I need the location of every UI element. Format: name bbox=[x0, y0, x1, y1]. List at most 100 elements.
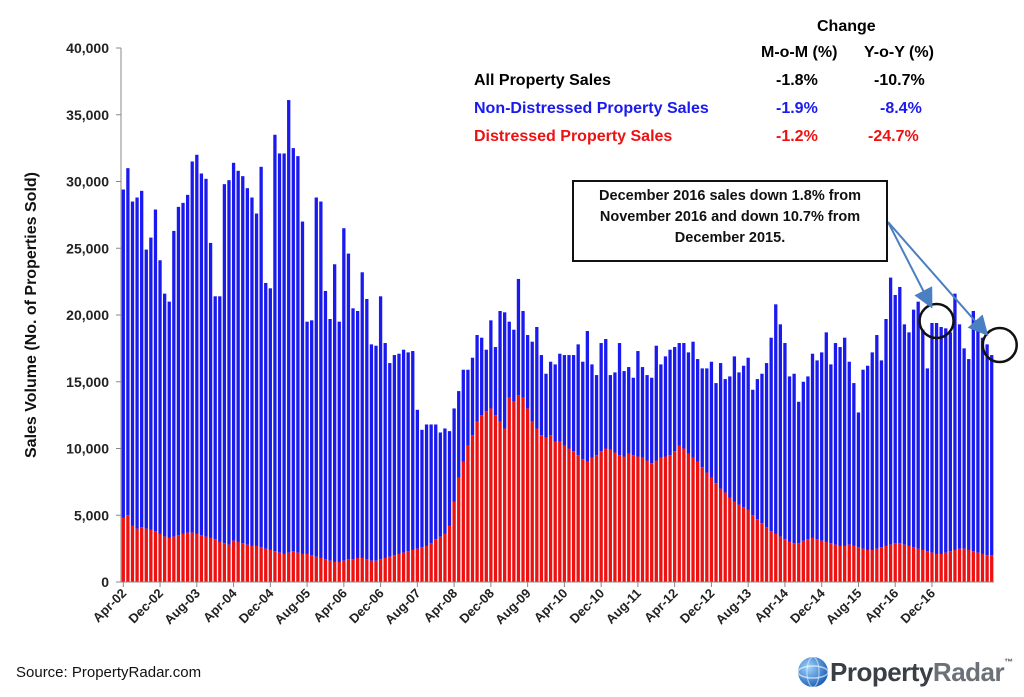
y-tick-label: 30,000 bbox=[66, 174, 109, 190]
bar-distressed bbox=[314, 556, 318, 582]
x-tick-label: Dec-06 bbox=[346, 586, 387, 627]
bar-non-distressed bbox=[576, 344, 580, 456]
bar-distressed bbox=[167, 537, 171, 582]
bar-non-distressed bbox=[594, 375, 599, 456]
bar-distressed bbox=[277, 552, 282, 582]
bar-non-distressed bbox=[677, 343, 681, 446]
bar-distressed bbox=[856, 547, 861, 582]
bar-non-distressed bbox=[581, 361, 585, 460]
bar-distressed bbox=[585, 461, 590, 582]
bar-distressed bbox=[774, 533, 778, 582]
bar-distressed bbox=[875, 548, 879, 582]
bar-distressed bbox=[493, 415, 498, 582]
bar-non-distressed bbox=[673, 347, 677, 452]
bar-non-distressed bbox=[503, 312, 507, 429]
bar-distressed bbox=[957, 548, 962, 582]
bar-distressed bbox=[709, 477, 714, 582]
bar-non-distressed bbox=[590, 364, 594, 458]
bar-distressed bbox=[158, 533, 162, 582]
bar-distressed bbox=[287, 552, 291, 582]
bar-distressed bbox=[939, 553, 943, 582]
bar-distressed bbox=[227, 544, 231, 582]
bar-non-distressed bbox=[967, 359, 971, 550]
bar-non-distressed bbox=[406, 352, 410, 552]
bar-non-distressed bbox=[709, 361, 714, 478]
bar-non-distressed bbox=[470, 357, 475, 436]
bar-distressed bbox=[342, 560, 346, 582]
bar-distressed bbox=[378, 559, 383, 582]
bar-distressed bbox=[732, 501, 737, 582]
bar-distressed bbox=[755, 519, 760, 582]
bar-non-distressed bbox=[126, 168, 130, 516]
bar-distressed bbox=[498, 421, 502, 582]
table-row-nondistressed-label: Non-Distressed Property Sales bbox=[474, 100, 709, 117]
bar-non-distressed bbox=[548, 361, 553, 436]
bar-non-distressed bbox=[829, 364, 833, 544]
bar-non-distressed bbox=[287, 100, 291, 553]
bar-distressed bbox=[751, 515, 755, 582]
bar-non-distressed bbox=[250, 197, 254, 546]
bar-non-distressed bbox=[310, 320, 314, 556]
bar-non-distressed bbox=[383, 343, 387, 558]
bar-distressed bbox=[259, 547, 263, 582]
bar-non-distressed bbox=[567, 355, 571, 449]
bar-distressed bbox=[507, 397, 511, 582]
bar-non-distressed bbox=[893, 294, 897, 544]
bar-non-distressed bbox=[640, 367, 645, 458]
bar-distressed bbox=[144, 528, 148, 582]
bar-distressed bbox=[953, 549, 957, 582]
bar-distressed bbox=[163, 536, 167, 582]
bar-distressed bbox=[521, 397, 525, 582]
bar-non-distressed bbox=[167, 301, 171, 538]
bar-distressed bbox=[824, 541, 828, 582]
bar-distressed bbox=[604, 448, 608, 582]
bar-distressed bbox=[893, 543, 897, 582]
bar-non-distressed bbox=[222, 184, 227, 544]
bar-distressed bbox=[640, 457, 645, 582]
bar-distressed bbox=[650, 463, 654, 582]
bar-distressed bbox=[548, 435, 553, 582]
bar-distressed bbox=[911, 547, 916, 582]
bar-distressed bbox=[553, 441, 557, 582]
y-tick-label: 0 bbox=[101, 574, 109, 590]
bar-distressed bbox=[613, 452, 617, 582]
bar-non-distressed bbox=[553, 364, 557, 442]
y-tick-label: 35,000 bbox=[66, 107, 109, 123]
bar-non-distressed bbox=[806, 376, 810, 540]
x-tick-label: Apr-16 bbox=[862, 586, 902, 626]
table-row-distressed-label: Distressed Property Sales bbox=[474, 128, 673, 145]
bar-non-distressed bbox=[778, 324, 782, 537]
bar-distressed bbox=[204, 536, 208, 582]
bar-distressed bbox=[355, 557, 360, 582]
bar-non-distressed bbox=[907, 332, 911, 546]
bar-distressed bbox=[705, 472, 709, 582]
bar-non-distressed bbox=[438, 432, 442, 537]
bar-non-distressed bbox=[195, 154, 199, 534]
bar-distressed bbox=[718, 488, 723, 582]
bar-distressed bbox=[484, 411, 488, 582]
bar-non-distressed bbox=[939, 327, 943, 554]
bar-distressed bbox=[406, 551, 410, 582]
bar-non-distressed bbox=[930, 323, 934, 553]
bar-non-distressed bbox=[957, 324, 962, 549]
bar-non-distressed bbox=[227, 180, 231, 545]
bar-distressed bbox=[787, 541, 792, 582]
x-tick-label: Apr-10 bbox=[531, 586, 571, 626]
bar-non-distressed bbox=[144, 249, 148, 529]
bar-distressed bbox=[140, 527, 144, 582]
bar-distressed bbox=[135, 528, 139, 582]
bar-non-distressed bbox=[378, 296, 383, 560]
bar-non-distressed bbox=[718, 363, 723, 489]
bar-distressed bbox=[925, 551, 930, 582]
y-tick-label: 40,000 bbox=[66, 40, 109, 56]
bar-distressed bbox=[668, 455, 672, 582]
bar-distressed bbox=[149, 529, 153, 582]
bar-distressed bbox=[723, 492, 727, 582]
bar-distressed bbox=[861, 548, 865, 582]
bar-distressed bbox=[870, 549, 874, 582]
bar-non-distressed bbox=[948, 332, 952, 552]
bar-distressed bbox=[411, 549, 415, 582]
table-row-all-yoy: -10.7% bbox=[874, 72, 925, 89]
bar-non-distressed bbox=[755, 379, 760, 520]
bar-non-distressed bbox=[962, 348, 966, 549]
